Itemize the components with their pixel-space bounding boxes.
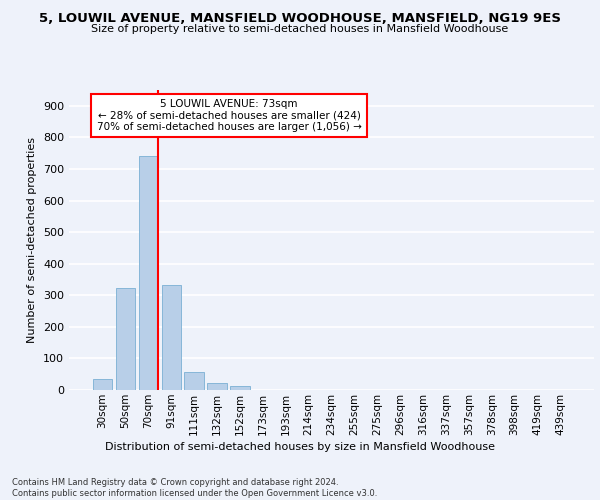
Bar (139, 156, 158, 390)
Bar (161, 285, 181, 390)
Text: Distribution of semi-detached houses by size in Mansfield Woodhouse: Distribution of semi-detached houses by … (105, 442, 495, 452)
Text: Size of property relative to semi-detached houses in Mansfield Woodhouse: Size of property relative to semi-detach… (91, 24, 509, 34)
Bar (93, 379, 112, 390)
Bar (230, 386, 250, 390)
Text: Contains HM Land Registry data © Crown copyright and database right 2024.
Contai: Contains HM Land Registry data © Crown c… (12, 478, 377, 498)
Y-axis label: Number of semi-detached properties: Number of semi-detached properties (28, 137, 37, 343)
Text: 5, LOUWIL AVENUE, MANSFIELD WOODHOUSE, MANSFIELD, NG19 9ES: 5, LOUWIL AVENUE, MANSFIELD WOODHOUSE, M… (39, 12, 561, 26)
Text: 5 LOUWIL AVENUE: 73sqm
← 28% of semi-detached houses are smaller (424)
70% of se: 5 LOUWIL AVENUE: 73sqm ← 28% of semi-det… (97, 99, 362, 132)
Bar (208, 383, 227, 390)
Bar (184, 372, 204, 390)
Bar (116, 288, 135, 390)
